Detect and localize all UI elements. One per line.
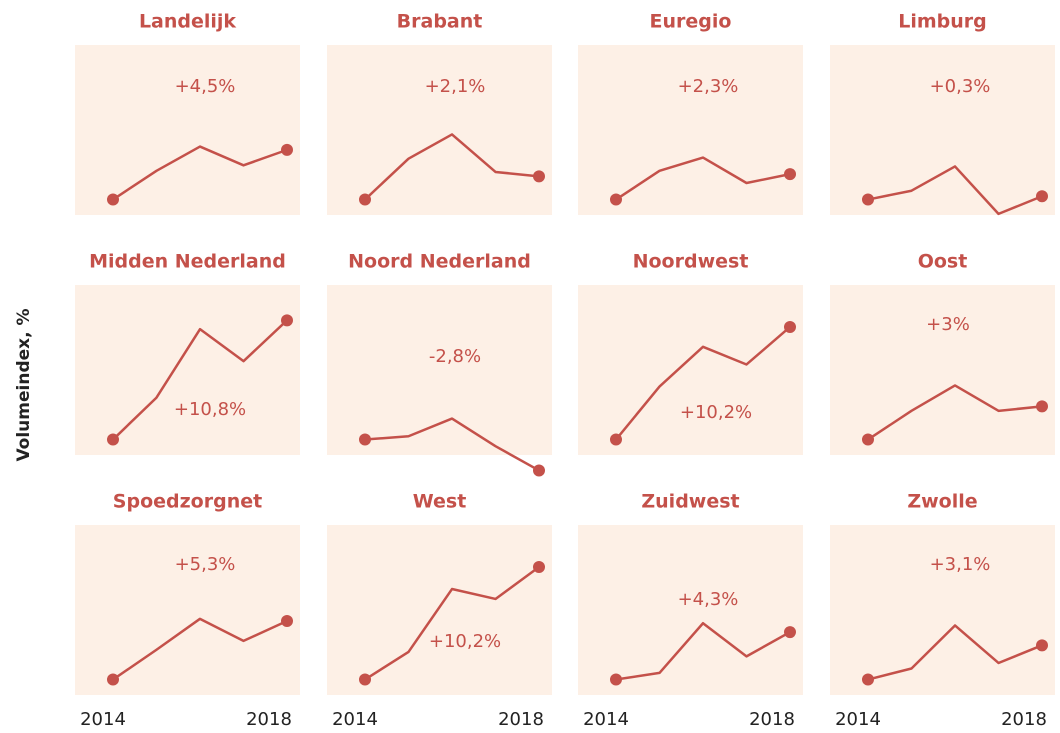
- panel: [578, 525, 803, 695]
- point: [359, 433, 371, 446]
- panel: [327, 45, 552, 215]
- panel-title: Limburg: [898, 11, 987, 33]
- x-tick-label: 2014: [583, 709, 629, 730]
- point: [1036, 639, 1048, 652]
- panel: [578, 45, 803, 215]
- panel: [830, 525, 1055, 695]
- line: [615, 621, 791, 681]
- x-tick-label: 2014: [835, 709, 881, 730]
- point: [784, 320, 796, 333]
- panel-title: Oost: [918, 251, 968, 273]
- panel-title: Brabant: [397, 11, 483, 33]
- point: [862, 433, 874, 446]
- panel-title: Euregio: [650, 11, 732, 33]
- point: [107, 673, 119, 686]
- panel-title: Midden Nederland: [89, 251, 286, 273]
- panel-title: Noord Nederland: [348, 251, 531, 273]
- annotation: +0,3%: [930, 76, 991, 97]
- point: [359, 673, 371, 686]
- panel: [75, 45, 300, 215]
- point: [784, 626, 796, 639]
- panel-title: Zwolle: [907, 491, 977, 513]
- line: [615, 326, 791, 441]
- point: [533, 560, 545, 573]
- x-tick-label: 2014: [80, 709, 126, 730]
- point: [1036, 190, 1048, 203]
- panel: [327, 525, 552, 695]
- annotation: +10,8%: [174, 399, 246, 420]
- point: [610, 433, 622, 446]
- line: [112, 319, 288, 441]
- line: [867, 624, 1043, 681]
- point: [107, 193, 119, 206]
- panel: [75, 285, 300, 455]
- point: [281, 314, 293, 327]
- point: [281, 143, 293, 156]
- annotation: +4,3%: [678, 589, 739, 610]
- x-tick-label: 2018: [498, 709, 544, 730]
- point: [359, 193, 371, 206]
- point: [1036, 400, 1048, 413]
- annotation: +4,5%: [175, 76, 236, 97]
- annotation: +5,3%: [175, 554, 236, 575]
- annotation: +2,1%: [425, 76, 486, 97]
- line: [112, 145, 288, 201]
- x-tick-label: 2018: [749, 709, 795, 730]
- point: [533, 464, 545, 477]
- x-tick-label: 2018: [246, 709, 292, 730]
- panel-title: West: [413, 491, 467, 513]
- panel: [830, 45, 1055, 215]
- point: [107, 433, 119, 446]
- point: [610, 673, 622, 686]
- point: [862, 193, 874, 206]
- line: [867, 384, 1043, 441]
- line: [364, 565, 540, 681]
- point: [784, 168, 796, 181]
- annotation: +3,1%: [930, 554, 991, 575]
- panel-title: Noordwest: [633, 251, 749, 273]
- point: [533, 170, 545, 183]
- line: [364, 417, 540, 472]
- panel-title: Spoedzorgnet: [113, 491, 262, 513]
- panel-title: Landelijk: [139, 11, 236, 33]
- point: [610, 193, 622, 206]
- line: [364, 133, 540, 201]
- panel: [75, 525, 300, 695]
- line: [112, 617, 288, 681]
- y-axis-label: Volumeindex, %: [14, 308, 34, 461]
- panel: [578, 285, 803, 455]
- annotation: +10,2%: [429, 631, 501, 652]
- panel-title: Zuidwest: [641, 491, 739, 513]
- panel: [327, 285, 552, 455]
- annotation: +3%: [926, 314, 970, 335]
- x-tick-label: 2018: [1001, 709, 1047, 730]
- line: [615, 156, 791, 201]
- annotation: -2,8%: [429, 346, 481, 367]
- x-tick-label: 2014: [332, 709, 378, 730]
- annotation: +10,2%: [680, 402, 752, 423]
- annotation: +2,3%: [678, 76, 739, 97]
- point: [862, 673, 874, 686]
- panel: [830, 285, 1055, 455]
- point: [281, 615, 293, 628]
- line: [867, 165, 1043, 216]
